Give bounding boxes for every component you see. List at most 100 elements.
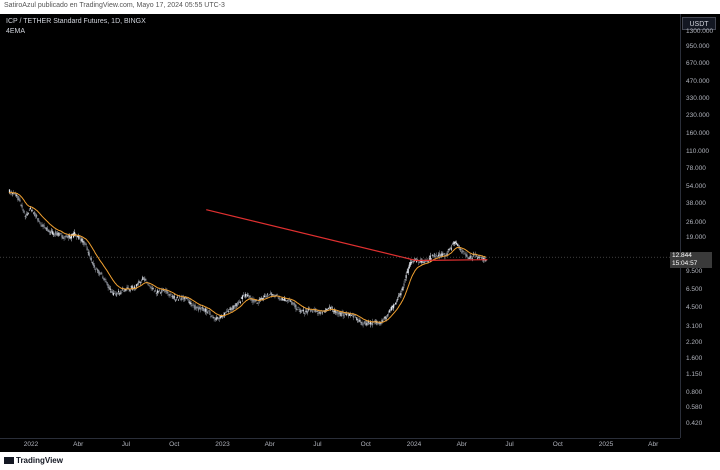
candle-body	[401, 289, 403, 291]
indicator-label[interactable]: 4EMA	[6, 28, 26, 35]
candle-body	[268, 295, 270, 297]
candle-body	[384, 316, 386, 318]
candle-body	[90, 257, 92, 261]
candle-body	[108, 287, 110, 289]
candle-body	[128, 289, 130, 290]
candle-body	[210, 315, 212, 318]
price-tick-label: 1.600	[686, 354, 703, 362]
candle-body	[353, 315, 355, 318]
candle-body	[392, 304, 395, 309]
candle-body	[285, 300, 288, 302]
candle-body	[471, 258, 473, 259]
candle-body	[387, 313, 389, 315]
candle-body	[464, 253, 466, 255]
bar-countdown: 15:04:57	[672, 259, 698, 267]
candle-body	[247, 294, 249, 297]
candle-body	[198, 307, 201, 310]
currency-badge[interactable]: USDT	[682, 17, 716, 30]
price-tick-label: 78.000	[686, 165, 706, 173]
candle-body	[416, 260, 418, 263]
candle-body	[42, 224, 44, 227]
tradingview-logo[interactable]: TradingView	[4, 456, 63, 465]
candle-body	[284, 300, 287, 301]
candle-body	[337, 313, 339, 315]
price-tick-label: 4.500	[686, 304, 703, 312]
candle-body	[426, 260, 428, 262]
candle-body	[470, 255, 472, 258]
candle-body	[307, 308, 310, 311]
symbol-title: ICP / TETHER Standard Futures, 1D, BINGX	[6, 18, 146, 25]
candle-body	[278, 297, 280, 300]
candle-body	[204, 308, 206, 312]
time-tick-label: 2022	[23, 441, 39, 448]
candle-body	[125, 289, 127, 291]
candle-body	[120, 292, 122, 294]
candle-body	[311, 309, 313, 311]
candle-body	[294, 303, 296, 308]
candle-body	[217, 317, 219, 319]
candle-body	[102, 276, 104, 279]
candle-body	[215, 317, 217, 320]
candle-body	[176, 296, 178, 298]
candle-body	[73, 232, 76, 236]
candle-body	[35, 215, 37, 217]
candle-body	[100, 273, 102, 275]
candle-body	[147, 284, 149, 285]
candle-body	[179, 299, 182, 301]
candle-body	[302, 309, 304, 312]
candle-body	[232, 305, 234, 310]
candle-body	[216, 317, 218, 319]
candle-body	[38, 220, 40, 222]
candle-body	[355, 317, 357, 318]
price-axis[interactable]	[680, 14, 720, 438]
candle-body	[399, 293, 401, 295]
candle-body	[347, 312, 350, 317]
candle-body	[83, 240, 85, 246]
candle-body	[65, 235, 67, 237]
candle-body	[467, 257, 469, 259]
candle-body	[411, 261, 414, 263]
candle-body	[127, 287, 129, 289]
candle-body	[406, 271, 408, 274]
candle-body	[352, 313, 354, 315]
candle-body	[54, 234, 56, 236]
candle-body	[236, 303, 238, 307]
candle-body	[271, 294, 273, 296]
time-axis[interactable]	[0, 438, 680, 452]
candle-body	[218, 317, 220, 320]
candle-body	[238, 301, 240, 303]
candle-body	[317, 313, 319, 314]
candle-body	[155, 292, 157, 295]
tradingview-brand: TradingView	[16, 456, 63, 465]
candle-body	[156, 290, 159, 293]
candle-body	[183, 296, 185, 300]
candle-body	[212, 317, 214, 319]
candle-body	[19, 199, 21, 202]
candle-body	[70, 234, 72, 239]
candle-body	[370, 322, 373, 325]
candle-body	[292, 302, 294, 304]
candle-body	[301, 310, 303, 311]
candle-body	[368, 322, 371, 324]
candle-body	[205, 308, 207, 312]
candle-body	[381, 320, 383, 322]
candle-body	[105, 281, 107, 283]
candle-body	[414, 258, 417, 260]
candle-body	[43, 225, 45, 227]
support-line	[416, 259, 488, 262]
candle-body	[342, 312, 344, 317]
price-tick-label: 9.500	[686, 267, 703, 275]
candle-body	[196, 307, 198, 308]
candle-body	[420, 260, 422, 263]
candle-body	[40, 224, 42, 226]
price-chart[interactable]	[0, 14, 680, 438]
candle-body	[383, 318, 385, 319]
candle-body	[395, 302, 397, 305]
candle-body	[339, 312, 341, 314]
price-tick-label: 110.000	[686, 148, 710, 156]
candle-body	[103, 278, 105, 281]
candle-body	[21, 205, 23, 208]
candle-body	[241, 295, 244, 299]
candle-body	[24, 216, 26, 217]
publisher-bar	[0, 0, 720, 14]
